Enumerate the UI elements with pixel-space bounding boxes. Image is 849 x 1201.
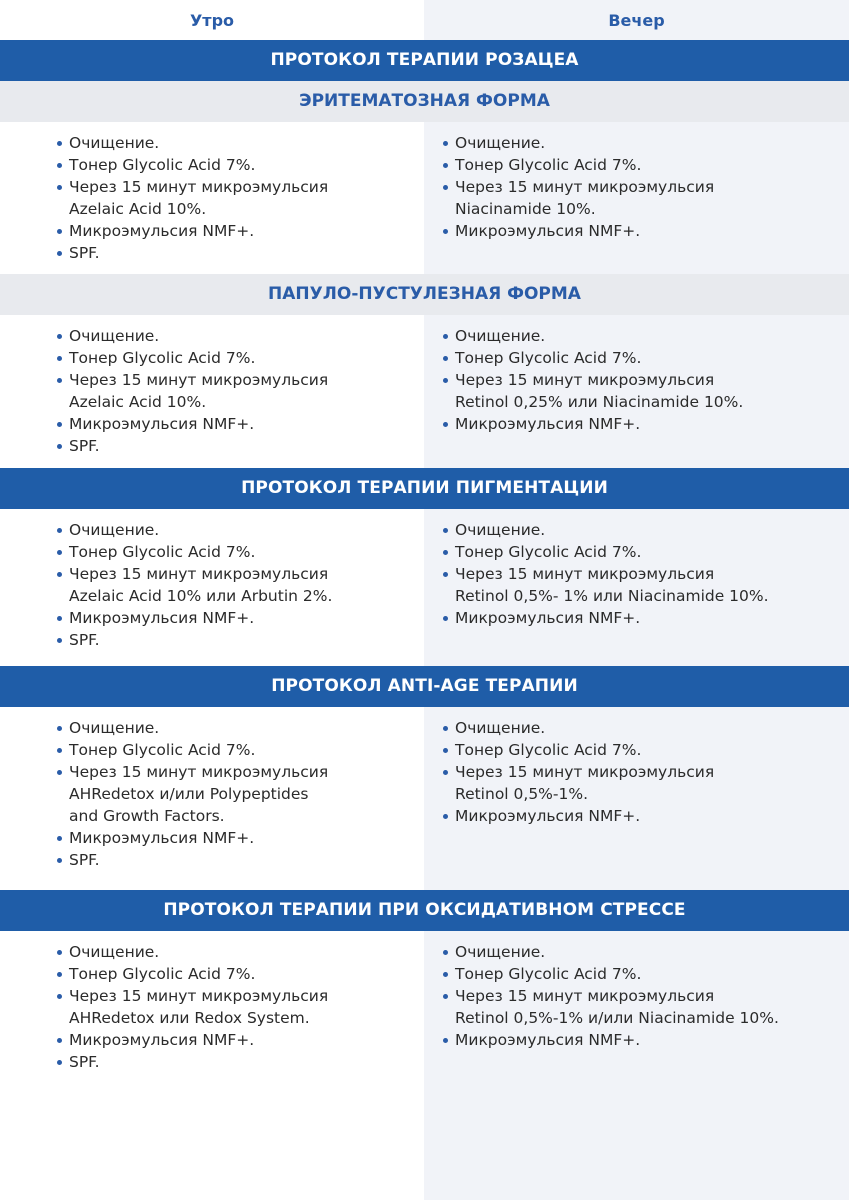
list-item: SPF. (56, 435, 424, 457)
list-item: Через 15 минут микроэмульсия Azelaic Aci… (56, 369, 424, 413)
list-item: Очищение. (442, 325, 849, 347)
list-item: Тонер Glycolic Acid 7%. (442, 963, 849, 985)
evening-header: Вечер (608, 11, 665, 30)
morning-steps-list: Очищение. Тонер Glycolic Acid 7%. Через 15… (0, 509, 424, 666)
list-item: Очищение. (442, 519, 849, 541)
list-item: SPF. (56, 849, 424, 871)
list-item: Очищение. (56, 941, 424, 963)
protocol-title: ПРОТОКОЛ ТЕРАПИИ РОЗАЦЕА (0, 40, 849, 81)
list-item: Через 15 минут микроэмульсия Azelaic Aci… (56, 176, 424, 220)
list-item: Тонер Glycolic Acid 7%. (56, 347, 424, 369)
list-item: SPF. (56, 1051, 424, 1073)
protocol-title: ПРОТОКОЛ ТЕРАПИИ ПИГМЕНТАЦИИ (0, 468, 849, 509)
protocol-content-row: Очищение. Тонер Glycolic Acid 7%. Через 15… (0, 315, 849, 468)
evening-steps-list: Очищение. Тонер Glycolic Acid 7%. Через 15… (424, 509, 849, 666)
list-item: Через 15 минут микроэмульсия Niacinamide… (442, 176, 849, 220)
list-item: Микроэмульсия NMF+. (442, 413, 849, 435)
list-item: Микроэмульсия NMF+. (56, 220, 424, 242)
evening-steps-list: Очищение. Тонер Glycolic Acid 7%. Через 15… (424, 931, 849, 1201)
protocol-title: ПРОТОКОЛ ANTI-AGE ТЕРАПИИ (0, 666, 849, 707)
list-item: Микроэмульсия NMF+. (56, 1029, 424, 1051)
protocol-content-row: Очищение. Тонер Glycolic Acid 7%. Через 15… (0, 931, 849, 1201)
list-item: Через 15 минут микроэмульсия AHRedetox и… (56, 761, 424, 827)
evening-column-background (424, 0, 849, 1200)
list-item: Микроэмульсия NMF+. (56, 607, 424, 629)
evening-steps-list: Очищение. Тонер Glycolic Acid 7%. Через 15… (424, 122, 849, 274)
list-item: Тонер Glycolic Acid 7%. (56, 154, 424, 176)
list-item: Микроэмульсия NMF+. (56, 827, 424, 849)
protocol-title: ПРОТОКОЛ ТЕРАПИИ ПРИ ОКСИДАТИВНОМ СТРЕСС… (0, 890, 849, 931)
list-item: Микроэмульсия NMF+. (442, 1029, 849, 1051)
list-item: Тонер Glycolic Acid 7%. (56, 541, 424, 563)
list-item: Очищение. (442, 717, 849, 739)
list-item: Микроэмульсия NMF+. (442, 805, 849, 827)
list-item: Через 15 минут микроэмульсия Retinol 0,5… (442, 563, 849, 607)
form-subtitle: ПАПУЛО-ПУСТУЛЕЗНАЯ ФОРМА (0, 274, 849, 315)
list-item: Микроэмульсия NMF+. (56, 413, 424, 435)
list-item: Микроэмульсия NMF+. (442, 607, 849, 629)
list-item: Тонер Glycolic Acid 7%. (442, 154, 849, 176)
list-item: Тонер Glycolic Acid 7%. (442, 739, 849, 761)
protocol-content-row: Очищение. Тонер Glycolic Acid 7%. Через 15… (0, 707, 849, 890)
list-item: Через 15 минут микроэмульсия Retinol 0,5… (442, 761, 849, 805)
list-item: Тонер Glycolic Acid 7%. (442, 541, 849, 563)
morning-header: Утро (189, 11, 235, 30)
list-item: Через 15 минут микроэмульсия Retinol 0,2… (442, 369, 849, 413)
list-item: Микроэмульсия NMF+. (442, 220, 849, 242)
list-item: Очищение. (56, 519, 424, 541)
list-item: Через 15 минут микроэмульсия Azelaic Aci… (56, 563, 424, 607)
list-item: SPF. (56, 629, 424, 651)
morning-steps-list: Очищение. Тонер Glycolic Acid 7%. Через 15… (0, 707, 424, 890)
list-item: Очищение. (442, 941, 849, 963)
form-subtitle: ЭРИТЕМАТОЗНАЯ ФОРМА (0, 81, 849, 122)
list-item: Тонер Glycolic Acid 7%. (56, 963, 424, 985)
list-item: Через 15 минут микроэмульсия Retinol 0,5… (442, 985, 849, 1029)
column-headers: Утро Вечер (0, 0, 849, 40)
protocol-content-row: Очищение. Тонер Glycolic Acid 7%. Через 15… (0, 122, 849, 274)
list-item: Очищение. (56, 717, 424, 739)
protocol-content-row: Очищение. Тонер Glycolic Acid 7%. Через 15… (0, 509, 849, 666)
list-item: Очищение. (442, 132, 849, 154)
evening-steps-list: Очищение. Тонер Glycolic Acid 7%. Через 15… (424, 315, 849, 468)
list-item: Очищение. (56, 325, 424, 347)
list-item: Тонер Glycolic Acid 7%. (442, 347, 849, 369)
list-item: Тонер Glycolic Acid 7%. (56, 739, 424, 761)
list-item: Через 15 минут микроэмульсия AHRedetox и… (56, 985, 424, 1029)
morning-steps-list: Очищение. Тонер Glycolic Acid 7%. Через 15… (0, 122, 424, 274)
morning-steps-list: Очищение. Тонер Glycolic Acid 7%. Через 15… (0, 931, 424, 1201)
morning-steps-list: Очищение. Тонер Glycolic Acid 7%. Через 15… (0, 315, 424, 468)
list-item: SPF. (56, 242, 424, 264)
evening-steps-list: Очищение. Тонер Glycolic Acid 7%. Через 15… (424, 707, 849, 890)
list-item: Очищение. (56, 132, 424, 154)
